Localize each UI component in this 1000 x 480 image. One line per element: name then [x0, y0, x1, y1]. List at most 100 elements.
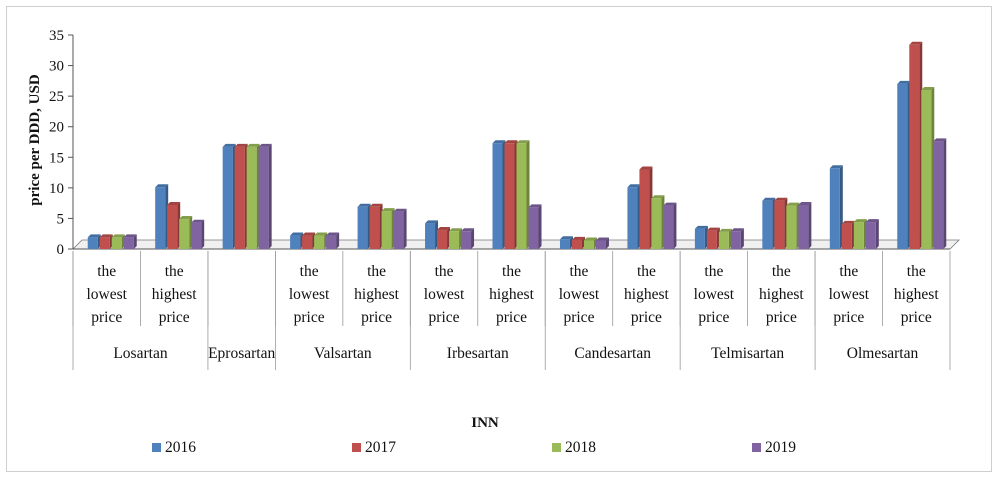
bar-top [798, 201, 812, 205]
bar-top [504, 140, 518, 144]
x-tick-label: lowest [289, 286, 330, 303]
bar-side [875, 219, 879, 249]
category-labels: the lowest price the highest price the lowest pr… [72, 251, 951, 370]
x-tick-label: lowest [829, 286, 870, 303]
bar-front [179, 219, 190, 249]
x-tick-label: the [300, 263, 319, 280]
x-tick-label: lowest [559, 286, 600, 303]
bar-2017-4 [369, 203, 383, 249]
x-tick-label: the [435, 263, 454, 280]
x-tick-label: the [502, 263, 521, 280]
x-tick-label: the [165, 263, 184, 280]
group-label: Valsartan [314, 345, 372, 362]
bar-top [326, 232, 340, 236]
y-tick-label: 10 [49, 181, 64, 197]
bar-top [191, 219, 205, 223]
y-tick-label: 20 [49, 120, 64, 136]
legend-swatch [752, 443, 761, 452]
x-tick-label: lowest [694, 286, 735, 303]
bar-2018-5 [449, 228, 463, 249]
bar-front [933, 141, 944, 249]
x-tick-label: price [294, 309, 325, 326]
bar-top [897, 80, 911, 84]
x-tick-label: highest [759, 286, 804, 303]
bar-2016-2 [222, 143, 236, 249]
x-tick-label: highest [152, 286, 197, 303]
bar-2019-3 [326, 232, 340, 249]
bar-top [639, 166, 653, 170]
bar-top [865, 219, 879, 223]
bar-front [504, 143, 515, 249]
y-tick-label: 15 [49, 150, 64, 166]
bar-front [762, 200, 773, 249]
bar-2018-9 [718, 228, 732, 249]
x-tick-label: price [429, 309, 460, 326]
bar-side [605, 237, 609, 249]
bar-top [730, 228, 744, 232]
bar-top [718, 228, 732, 232]
x-tick-label: the [772, 263, 791, 280]
bar-top [393, 208, 407, 212]
x-tick-label: price [901, 309, 932, 326]
bar-2016-9 [694, 225, 708, 249]
bar-top [461, 228, 475, 232]
x-tick-label: lowest [424, 286, 465, 303]
bar-top [595, 237, 609, 241]
bar-top [234, 143, 248, 147]
bar-top [933, 138, 947, 142]
bar-front [357, 206, 368, 249]
bar-front [155, 187, 166, 249]
bar-front [222, 146, 233, 249]
bar-top [290, 232, 304, 236]
bar-front [730, 231, 741, 249]
group-label: Candesartan [574, 345, 651, 362]
bar-front [516, 143, 527, 249]
bar-side [740, 228, 744, 249]
bar-front [393, 211, 404, 249]
bar-front [718, 231, 729, 249]
bar-top [246, 143, 260, 147]
bar-2018-4 [381, 208, 395, 249]
bar-top [314, 232, 328, 236]
bar-side [673, 202, 677, 249]
bar-front [595, 240, 606, 249]
bar-front [786, 205, 797, 249]
legend-item-2017: 2017 [352, 439, 396, 456]
x-tick-label: the [704, 263, 723, 280]
x-axis-title: INN [471, 415, 499, 431]
bar-front [559, 239, 570, 249]
bar-front [111, 237, 122, 249]
legend-label: 2018 [565, 439, 596, 456]
bar-front [909, 44, 920, 250]
bar-2016-8 [627, 184, 641, 249]
bar-top [302, 232, 316, 236]
bar-top [829, 165, 843, 169]
bar-top [155, 184, 169, 188]
bar-front [99, 237, 110, 249]
bar-2018-2 [246, 143, 260, 249]
bar-side [808, 201, 812, 249]
bar-side [943, 138, 947, 249]
bar-2016-4 [357, 203, 371, 249]
bar-2018-6 [516, 140, 530, 249]
legend: 2016 2017 2018 2019 [152, 439, 796, 456]
y-tick-label: 25 [49, 89, 64, 105]
bar-top [381, 208, 395, 212]
bar-top [786, 202, 800, 206]
bar-top [99, 234, 113, 238]
bar-2016-0 [87, 234, 101, 249]
bar-front [865, 222, 876, 249]
bar-2017-7 [571, 236, 585, 249]
bar-front [706, 230, 717, 249]
bar-2019-11 [865, 219, 879, 249]
legend-item-2018: 2018 [552, 439, 596, 456]
bar-side [403, 208, 407, 249]
bar-top [853, 219, 867, 223]
bar-top [627, 184, 641, 188]
bar-front [639, 169, 650, 249]
bar-front [571, 239, 582, 249]
bar-top [571, 236, 585, 240]
x-tick-label: the [637, 263, 656, 280]
bar-front [921, 90, 932, 250]
